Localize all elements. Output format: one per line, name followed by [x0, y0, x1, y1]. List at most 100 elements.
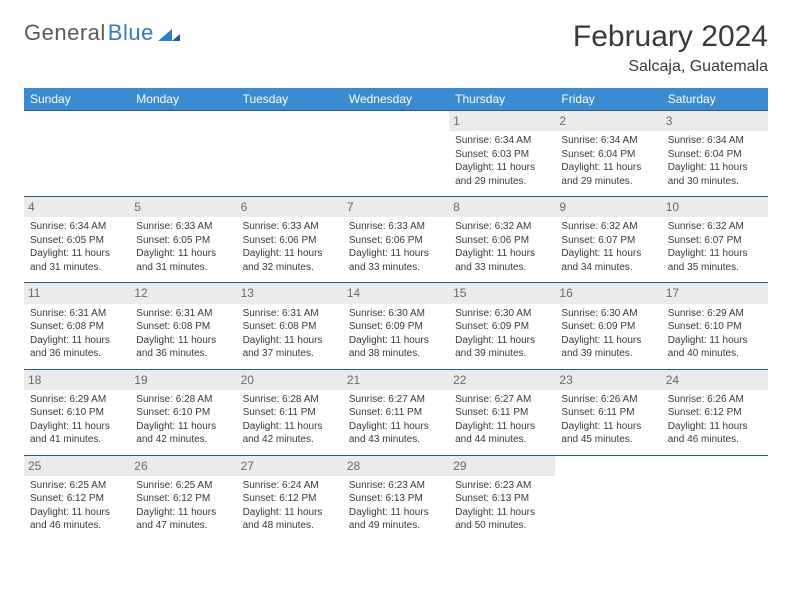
day-cell: 3Sunrise: 6:34 AMSunset: 6:04 PMDaylight… — [662, 111, 768, 197]
daylight-text: Daylight: 11 hours and 33 minutes. — [455, 247, 549, 274]
day-cell: 27 Sunrise: 6:24 AMSunset: 6:12 PMDayligh… — [237, 455, 343, 541]
day-number: 2 — [555, 111, 661, 131]
day-cell — [237, 111, 343, 197]
weekday-header: Tuesday — [237, 88, 343, 111]
weekday-header: Sunday — [24, 88, 130, 111]
weekday-header-row: Sunday Monday Tuesday Wednesday Thursday… — [24, 88, 768, 111]
day-cell: 12 Sunrise: 6:31 AMSunset: 6:08 PMDayligh… — [130, 283, 236, 369]
sunrise-text: Sunrise: 6:27 AM — [349, 393, 443, 407]
week-row: 11Sunrise: 6:31 AMSunset: 6:08 PMDayligh… — [24, 283, 768, 369]
sunrise-text: Sunrise: 6:25 AM — [30, 479, 124, 493]
sunset-text: Sunset: 6:07 PM — [561, 234, 655, 248]
day-cell: 23Sunrise: 6:26 AMSunset: 6:11 PMDayligh… — [555, 369, 661, 455]
brand-logo: GeneralBlue — [24, 20, 180, 46]
sunrise-text: Sunrise: 6:31 AM — [136, 307, 230, 321]
weekday-header: Saturday — [662, 88, 768, 111]
day-number: 11 — [24, 283, 130, 303]
day-number: 23 — [555, 370, 661, 390]
sunset-text: Sunset: 6:09 PM — [455, 320, 549, 334]
sunrise-text: Sunrise: 6:31 AM — [243, 307, 337, 321]
title-block: February 2024 Salcaja, Guatemala — [573, 20, 768, 76]
day-number: 4 — [24, 197, 130, 217]
sunrise-text: Sunrise: 6:23 AM — [349, 479, 443, 493]
sunset-text: Sunset: 6:06 PM — [349, 234, 443, 248]
day-cell: 13Sunrise: 6:31 AMSunset: 6:08 PMDayligh… — [237, 283, 343, 369]
day-number: 16 — [555, 283, 661, 303]
sunset-text: Sunset: 6:08 PM — [136, 320, 230, 334]
sunrise-text: Sunrise: 6:33 AM — [349, 220, 443, 234]
weekday-header: Friday — [555, 88, 661, 111]
sunrise-text: Sunrise: 6:30 AM — [349, 307, 443, 321]
day-cell: 18Sunrise: 6:29 AMSunset: 6:10 PMDayligh… — [24, 369, 130, 455]
day-cell: 19 Sunrise: 6:28 AMSunset: 6:10 PMDayligh… — [130, 369, 236, 455]
sunset-text: Sunset: 6:11 PM — [455, 406, 549, 420]
sunrise-text: Sunrise: 6:34 AM — [455, 134, 549, 148]
sunset-text: Sunset: 6:09 PM — [561, 320, 655, 334]
sunset-text: Sunset: 6:12 PM — [243, 492, 337, 506]
day-number: 17 — [662, 283, 768, 303]
day-number: 21 — [343, 370, 449, 390]
sunset-text: Sunset: 6:06 PM — [455, 234, 549, 248]
daylight-text: Daylight: 11 hours and 36 minutes. — [136, 334, 230, 361]
daylight-text: Daylight: 11 hours and 40 minutes. — [668, 334, 762, 361]
daylight-text: Daylight: 11 hours and 42 minutes. — [136, 420, 230, 447]
sunrise-text: Sunrise: 6:34 AM — [30, 220, 124, 234]
day-number: 19 — [130, 370, 236, 390]
sunrise-text: Sunrise: 6:33 AM — [136, 220, 230, 234]
sunrise-text: Sunrise: 6:31 AM — [30, 307, 124, 321]
sunrise-text: Sunrise: 6:29 AM — [668, 307, 762, 321]
sunset-text: Sunset: 6:08 PM — [30, 320, 124, 334]
weekday-header: Thursday — [449, 88, 555, 111]
day-cell: 14Sunrise: 6:30 AMSunset: 6:09 PMDayligh… — [343, 283, 449, 369]
sunrise-text: Sunrise: 6:30 AM — [455, 307, 549, 321]
sunrise-text: Sunrise: 6:27 AM — [455, 393, 549, 407]
day-cell: 7Sunrise: 6:33 AMSunset: 6:06 PMDaylight… — [343, 197, 449, 283]
daylight-text: Daylight: 11 hours and 35 minutes. — [668, 247, 762, 274]
day-cell — [343, 111, 449, 197]
day-number: 3 — [662, 111, 768, 131]
sunset-text: Sunset: 6:12 PM — [30, 492, 124, 506]
daylight-text: Daylight: 11 hours and 29 minutes. — [561, 161, 655, 188]
day-cell: 17Sunrise: 6:29 AMSunset: 6:10 PMDayligh… — [662, 283, 768, 369]
daylight-text: Daylight: 11 hours and 44 minutes. — [455, 420, 549, 447]
day-number: 10 — [662, 197, 768, 217]
daylight-text: Daylight: 11 hours and 50 minutes. — [455, 506, 549, 533]
day-cell: 8Sunrise: 6:32 AMSunset: 6:06 PMDaylight… — [449, 197, 555, 283]
day-cell: 21 Sunrise: 6:27 AMSunset: 6:11 PMDayligh… — [343, 369, 449, 455]
daylight-text: Daylight: 11 hours and 38 minutes. — [349, 334, 443, 361]
day-number: 12 — [130, 283, 236, 303]
sunrise-text: Sunrise: 6:32 AM — [668, 220, 762, 234]
day-cell: 29Sunrise: 6:23 AMSunset: 6:13 PMDayligh… — [449, 455, 555, 541]
sunrise-text: Sunrise: 6:23 AM — [455, 479, 549, 493]
sunset-text: Sunset: 6:12 PM — [668, 406, 762, 420]
day-cell: 24Sunrise: 6:26 AMSunset: 6:12 PMDayligh… — [662, 369, 768, 455]
sunrise-text: Sunrise: 6:24 AM — [243, 479, 337, 493]
daylight-text: Daylight: 11 hours and 43 minutes. — [349, 420, 443, 447]
daylight-text: Daylight: 11 hours and 31 minutes. — [30, 247, 124, 274]
day-cell: 1Sunrise: 6:34 AMSunset: 6:03 PMDaylight… — [449, 111, 555, 197]
sunset-text: Sunset: 6:04 PM — [561, 148, 655, 162]
sunset-text: Sunset: 6:10 PM — [136, 406, 230, 420]
sunset-text: Sunset: 6:11 PM — [243, 406, 337, 420]
daylight-text: Daylight: 11 hours and 29 minutes. — [455, 161, 549, 188]
week-row: 18Sunrise: 6:29 AMSunset: 6:10 PMDayligh… — [24, 369, 768, 455]
daylight-text: Daylight: 11 hours and 36 minutes. — [30, 334, 124, 361]
daylight-text: Daylight: 11 hours and 39 minutes. — [561, 334, 655, 361]
sunset-text: Sunset: 6:12 PM — [136, 492, 230, 506]
day-cell: 20Sunrise: 6:28 AMSunset: 6:11 PMDayligh… — [237, 369, 343, 455]
daylight-text: Daylight: 11 hours and 48 minutes. — [243, 506, 337, 533]
daylight-text: Daylight: 11 hours and 46 minutes. — [30, 506, 124, 533]
daylight-text: Daylight: 11 hours and 42 minutes. — [243, 420, 337, 447]
day-cell: 2Sunrise: 6:34 AMSunset: 6:04 PMDaylight… — [555, 111, 661, 197]
day-number: 27 — [237, 456, 343, 476]
sunrise-text: Sunrise: 6:26 AM — [668, 393, 762, 407]
day-number: 1 — [449, 111, 555, 131]
sunset-text: Sunset: 6:13 PM — [349, 492, 443, 506]
sunrise-text: Sunrise: 6:28 AM — [136, 393, 230, 407]
sunset-text: Sunset: 6:11 PM — [349, 406, 443, 420]
daylight-text: Daylight: 11 hours and 34 minutes. — [561, 247, 655, 274]
day-number: 20 — [237, 370, 343, 390]
day-number: 8 — [449, 197, 555, 217]
weekday-header: Monday — [130, 88, 236, 111]
brand-part1: General — [24, 20, 106, 46]
